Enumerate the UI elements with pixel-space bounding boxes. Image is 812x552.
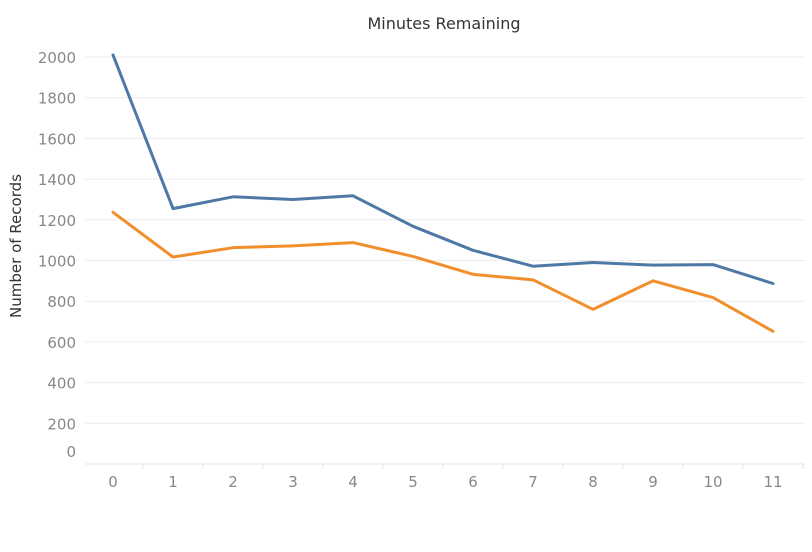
series-line-2	[111, 210, 775, 333]
y-tick-label: 1600	[38, 130, 76, 148]
y-tick-label: 400	[47, 375, 76, 393]
chart-title: Minutes Remaining	[367, 14, 520, 33]
series-line-1	[111, 53, 775, 285]
y-tick-label: 600	[47, 334, 76, 352]
plot-area	[111, 53, 775, 333]
x-tick-label: 1	[168, 473, 178, 491]
x-tick-label: 11	[763, 473, 782, 491]
x-tick-label: 0	[108, 473, 118, 491]
y-tick-label: 0	[66, 443, 76, 461]
x-tick-label: 5	[408, 473, 418, 491]
y-axis-label: Number of Records	[7, 174, 25, 318]
x-tick-label: 9	[648, 473, 658, 491]
x-tick-label: 2	[228, 473, 238, 491]
y-tick-label: 1800	[38, 90, 76, 108]
y-tick-label: 2000	[38, 49, 76, 67]
y-tick-label: 1200	[38, 212, 76, 230]
y-tick-label: 1000	[38, 253, 76, 271]
y-tick-label: 1400	[38, 171, 76, 189]
y-tick-label: 800	[47, 293, 76, 311]
gridlines	[85, 56, 805, 424]
y-tick-label: 200	[47, 415, 76, 433]
x-tick-label: 7	[528, 473, 538, 491]
x-axis-ticks: 0 1 2 3 4 5 6 7 8 9 10 11	[108, 464, 804, 491]
x-tick-label: 4	[348, 473, 358, 491]
x-tick-label: 10	[703, 473, 722, 491]
y-axis-ticks: 0 200 400 600 800 1000 1200 1400 1600 1800 2000	[38, 49, 76, 461]
x-tick-label: 8	[588, 473, 598, 491]
x-tick-label: 3	[288, 473, 298, 491]
x-tick-label: 6	[468, 473, 478, 491]
